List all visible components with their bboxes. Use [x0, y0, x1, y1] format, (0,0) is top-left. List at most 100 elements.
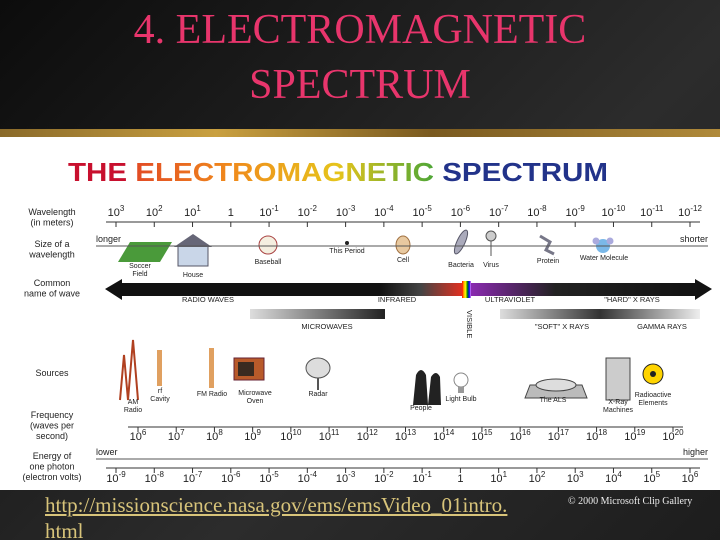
base: 10 [451, 207, 463, 219]
size-label: House [183, 272, 203, 279]
wavelength-value: 1 [228, 207, 234, 219]
wavelength-value: 10-10 [602, 204, 626, 219]
frequency-value: 1020 [662, 428, 684, 443]
wavelength-value: 10-8 [527, 204, 547, 219]
band-label: ULTRAVIOLET [485, 295, 536, 304]
base: 10 [643, 473, 655, 485]
exponent: -1 [425, 470, 433, 479]
frequency-value: 1012 [357, 428, 379, 443]
band-label: "SOFT" X RAYS [535, 322, 589, 331]
base: 10 [586, 431, 598, 443]
base: 10 [108, 207, 120, 219]
exponent: -8 [539, 204, 547, 213]
energy-value: 10-9 [106, 470, 126, 485]
slide-title: 4. ELECTROMAGNETIC [134, 7, 587, 53]
base: 10 [374, 473, 386, 485]
gamma-bar [600, 309, 700, 319]
exponent: -8 [157, 470, 165, 479]
row-label: Energy of [33, 451, 72, 461]
exponent: 5 [656, 470, 661, 479]
base: 10 [130, 431, 142, 443]
base: 10 [682, 473, 694, 485]
base: 10 [678, 207, 690, 219]
exponent: 4 [617, 470, 622, 479]
base: 10 [395, 431, 407, 443]
exponent: 8 [218, 428, 223, 437]
wavelength-value: 10-11 [640, 204, 664, 219]
source-link[interactable]: http://missionscience.nasa.gov/ems/emsVi… [45, 493, 508, 540]
end-label: higher [683, 447, 708, 457]
base: 10 [259, 207, 271, 219]
energy-value: 10-3 [336, 470, 356, 485]
base: 10 [206, 431, 218, 443]
base: 10 [146, 207, 158, 219]
slide-header: 4. ELECTROMAGNETIC SPECTRUM [0, 7, 720, 137]
energy-value: 10-6 [221, 470, 241, 485]
exponent: -1 [272, 204, 280, 213]
exponent: -9 [578, 204, 586, 213]
wavelength-value: 10-2 [298, 204, 318, 219]
wavelength-value: 10-1 [259, 204, 279, 219]
exponent: -10 [614, 204, 626, 213]
base: 10 [336, 473, 348, 485]
exponent: -3 [348, 470, 356, 479]
source-label: rf [158, 388, 162, 395]
row-label: Size of a [34, 239, 69, 249]
energy-value: 106 [682, 470, 699, 485]
energy-value: 104 [605, 470, 622, 485]
wavelength-value: 101 [184, 204, 201, 219]
wavelength-value: 10-4 [374, 204, 394, 219]
band-label: GAMMA RAYS [637, 322, 687, 331]
base: 10 [527, 207, 539, 219]
exponent: 10 [293, 428, 302, 437]
exponent: 3 [120, 204, 125, 213]
wavelength-value: 102 [146, 204, 163, 219]
frequency-value: 1013 [395, 428, 417, 443]
size-label: Soccer [129, 263, 151, 270]
exponent: 13 [407, 428, 416, 437]
base: 10 [298, 473, 310, 485]
row-label: (in meters) [30, 218, 73, 228]
base: 10 [168, 431, 180, 443]
base: 10 [319, 431, 331, 443]
base: 10 [602, 207, 614, 219]
size-label: Cell [397, 257, 410, 264]
radio-arrow [105, 279, 380, 300]
exponent: -2 [310, 204, 318, 213]
source-label: AM [128, 399, 139, 406]
exponent: -7 [501, 204, 509, 213]
frequency-value: 108 [206, 428, 223, 443]
size-label: Field [132, 271, 147, 278]
source-label: Radar [308, 391, 328, 398]
frequency-value: 1016 [510, 428, 532, 443]
wavelength-value: 10-5 [412, 204, 432, 219]
source-label: Light Bulb [445, 396, 476, 403]
wavelength-value: 10-9 [566, 204, 586, 219]
energy-value: 10-2 [374, 470, 394, 485]
frequency-value: 1015 [471, 428, 493, 443]
exponent: 6 [142, 428, 147, 437]
end-label: shorter [680, 234, 708, 244]
exponent: -4 [386, 204, 394, 213]
uv-arrow [471, 279, 712, 300]
wavelength-value: 103 [108, 204, 125, 219]
size-label: Baseball [255, 259, 282, 266]
energy-value: 10-4 [298, 470, 318, 485]
size-label: Protein [537, 258, 559, 265]
source-label: Elements [638, 400, 668, 407]
frequency-value: 1019 [624, 428, 646, 443]
frequency-value: 1011 [319, 428, 340, 443]
image-credit: © 2000 Microsoft Clip Gallery [568, 496, 693, 507]
visible-bar [462, 281, 471, 298]
exponent: 15 [484, 428, 493, 437]
frequency-value: 107 [168, 428, 185, 443]
row-label: name of wave [24, 289, 80, 299]
exponent: 1 [196, 204, 201, 213]
source-label: Radioactive [635, 392, 672, 399]
exponent: 11 [331, 428, 340, 437]
row-label: one photon [29, 462, 74, 472]
exponent: 16 [522, 428, 531, 437]
exponent: 20 [675, 428, 684, 437]
base: 10 [471, 431, 483, 443]
soft-xray-bar [500, 309, 600, 319]
